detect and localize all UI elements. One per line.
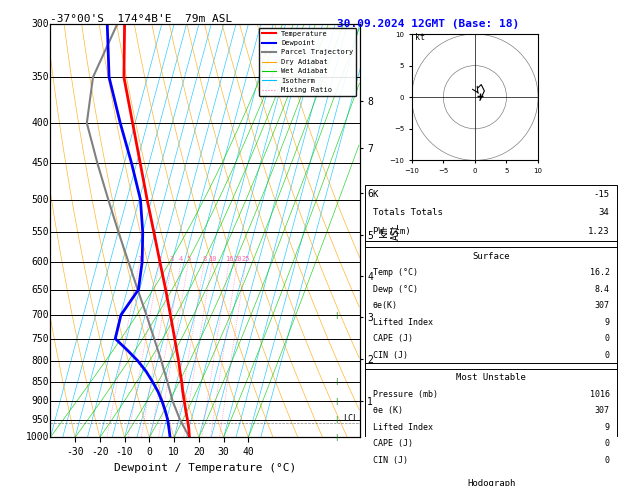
Text: 4: 4: [179, 256, 183, 262]
Text: 0: 0: [604, 439, 610, 449]
Text: Pressure (mb): Pressure (mb): [373, 390, 438, 399]
Text: 700: 700: [31, 310, 49, 320]
Text: 9: 9: [604, 318, 610, 327]
Bar: [365, 470, 618, 486]
Text: 30.09.2024 12GMT (Base: 18): 30.09.2024 12GMT (Base: 18): [337, 19, 519, 30]
Text: Hodograph: Hodograph: [467, 479, 515, 486]
Text: 34: 34: [599, 208, 610, 217]
Text: 10: 10: [208, 256, 216, 262]
Y-axis label: km
ASL: km ASL: [379, 222, 401, 240]
Text: PW (cm): PW (cm): [373, 226, 411, 236]
Text: kt: kt: [415, 34, 425, 42]
Text: 20: 20: [233, 256, 242, 262]
Text: |: |: [335, 312, 338, 318]
X-axis label: Dewpoint / Temperature (°C): Dewpoint / Temperature (°C): [114, 463, 296, 473]
Text: 307: 307: [594, 406, 610, 416]
Text: LCL: LCL: [343, 414, 359, 423]
Text: Surface: Surface: [472, 252, 510, 260]
Text: 1.23: 1.23: [588, 226, 610, 236]
Text: 25: 25: [242, 256, 250, 262]
Text: 0: 0: [604, 334, 610, 343]
Text: Lifted Index: Lifted Index: [373, 318, 433, 327]
Text: Most Unstable: Most Unstable: [456, 373, 526, 382]
Text: 0: 0: [604, 456, 610, 465]
Text: 850: 850: [31, 377, 49, 387]
Text: 350: 350: [31, 72, 49, 82]
Text: θe(K): θe(K): [373, 301, 398, 310]
Text: 950: 950: [31, 415, 49, 425]
Text: 550: 550: [31, 227, 49, 237]
Text: 300: 300: [31, 19, 49, 29]
Text: 450: 450: [31, 158, 49, 169]
Text: 600: 600: [31, 257, 49, 267]
Text: 400: 400: [31, 118, 49, 128]
Text: 750: 750: [31, 334, 49, 344]
Text: |: |: [335, 378, 338, 385]
Text: 1016: 1016: [589, 390, 610, 399]
Text: 650: 650: [31, 285, 49, 295]
Text: |: |: [335, 398, 338, 405]
Legend: Temperature, Dewpoint, Parcel Trajectory, Dry Adiabat, Wet Adiabat, Isotherm, Mi: Temperature, Dewpoint, Parcel Trajectory…: [259, 28, 356, 96]
Text: θe (K): θe (K): [373, 406, 403, 416]
Text: CIN (J): CIN (J): [373, 456, 408, 465]
Text: 8: 8: [202, 256, 206, 262]
Text: 9: 9: [604, 423, 610, 432]
Text: -37°00'S  174°4B'E  79m ASL: -37°00'S 174°4B'E 79m ASL: [50, 14, 233, 23]
Text: 16.2: 16.2: [589, 268, 610, 277]
Bar: [365, 363, 618, 474]
Text: 0: 0: [604, 351, 610, 360]
Text: 8.4: 8.4: [594, 285, 610, 294]
Text: 307: 307: [594, 301, 610, 310]
Text: Dewp (°C): Dewp (°C): [373, 285, 418, 294]
Text: |: |: [335, 417, 338, 423]
Text: CAPE (J): CAPE (J): [373, 334, 413, 343]
Text: 1000: 1000: [26, 433, 49, 442]
Text: 1: 1: [137, 256, 142, 262]
Text: CAPE (J): CAPE (J): [373, 439, 413, 449]
Text: 3: 3: [170, 256, 174, 262]
Text: K: K: [373, 190, 378, 199]
Text: -15: -15: [593, 190, 610, 199]
Text: Lifted Index: Lifted Index: [373, 423, 433, 432]
Text: Temp (°C): Temp (°C): [373, 268, 418, 277]
Bar: [365, 186, 618, 247]
Text: 16: 16: [225, 256, 233, 262]
Text: 500: 500: [31, 194, 49, 205]
Text: 5: 5: [186, 256, 191, 262]
Text: Totals Totals: Totals Totals: [373, 208, 443, 217]
Bar: [365, 241, 618, 369]
Text: 2: 2: [157, 256, 162, 262]
Text: 900: 900: [31, 396, 49, 406]
Text: CIN (J): CIN (J): [373, 351, 408, 360]
Text: |: |: [335, 434, 338, 441]
Text: 800: 800: [31, 356, 49, 366]
